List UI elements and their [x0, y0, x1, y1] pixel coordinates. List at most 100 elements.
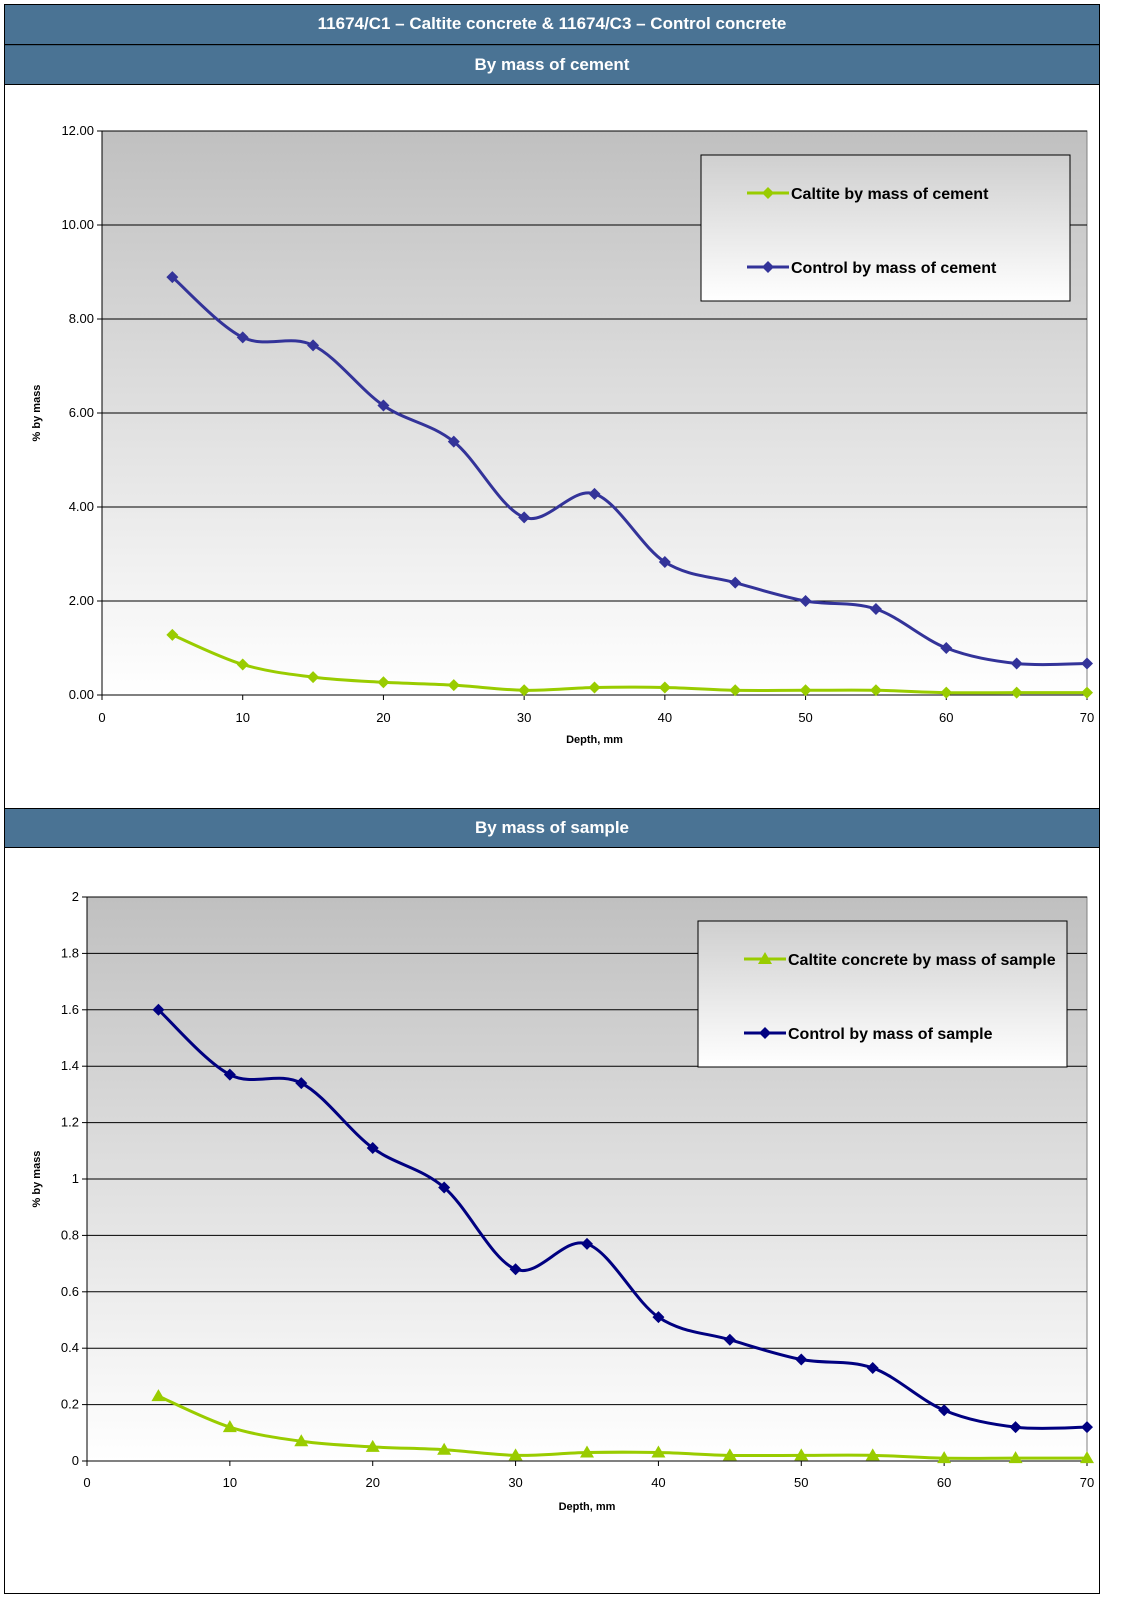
y-tick-label: 1.4 [61, 1058, 79, 1073]
data-point [799, 595, 812, 607]
legend-swatch-marker [758, 952, 772, 964]
y-axis-label: % by mass [31, 385, 43, 442]
x-axis-label: Depth, mm [566, 734, 623, 746]
x-tick-label: 20 [365, 1475, 379, 1490]
legend-swatch-marker [759, 1027, 771, 1039]
data-point [937, 1451, 952, 1464]
y-axis-label: % by mass [31, 1151, 43, 1208]
data-point [365, 1439, 380, 1452]
y-tick-label: 4.00 [69, 499, 94, 514]
data-point [795, 1353, 808, 1366]
x-tick-label: 0 [83, 1475, 90, 1490]
data-point [518, 511, 531, 524]
section-title-cement: By mass of cement [474, 55, 630, 74]
data-point [366, 1141, 379, 1154]
y-tick-label: 6.00 [69, 405, 94, 420]
data-point [1081, 657, 1093, 670]
y-tick-label: 0.4 [61, 1340, 79, 1355]
data-point [295, 1077, 308, 1090]
data-point [377, 399, 390, 412]
data-point [166, 628, 179, 641]
legend-label: Caltite concrete by mass of sample [788, 952, 1056, 969]
data-point [1010, 657, 1023, 670]
y-tick-label: 2 [72, 889, 79, 904]
y-tick-label: 0.8 [61, 1227, 79, 1242]
data-point [1010, 686, 1023, 699]
data-point [447, 679, 460, 692]
y-tick-label: 1.8 [61, 945, 79, 960]
x-tick-label: 30 [508, 1475, 522, 1490]
data-point [437, 1442, 452, 1455]
data-point [723, 1333, 736, 1346]
legend-label: Control by mass of cement [791, 260, 997, 277]
x-tick-label: 70 [1080, 1475, 1094, 1490]
x-tick-label: 30 [517, 710, 531, 725]
legend-box [697, 920, 1068, 1068]
y-tick-label: 1 [72, 1171, 79, 1186]
x-tick-label: 20 [376, 710, 390, 725]
data-point [222, 1420, 237, 1433]
data-point [658, 681, 671, 694]
data-point [307, 671, 320, 684]
y-tick-label: 1.2 [61, 1115, 79, 1130]
data-point [865, 1448, 880, 1461]
data-point [799, 684, 812, 697]
legend: Caltite concrete by mass of sample Contro… [697, 920, 1068, 1068]
data-point [307, 339, 320, 352]
data-point [794, 1448, 809, 1461]
data-point [152, 1003, 165, 1016]
legend-box [700, 154, 1071, 302]
legend-swatch-marker [762, 261, 774, 273]
x-tick-label: 50 [798, 710, 812, 725]
report-title-bar: 11674/C1 – Caltite concrete & 11674/C3 –… [5, 5, 1099, 45]
chart-by-mass-of-cement: 0.00 2.00 4.00 6.00 8.00 10.00 12.00 0 10 20 30 40 5… [31, 123, 1094, 746]
data-point [1009, 1421, 1022, 1434]
x-tick-label: 60 [939, 710, 953, 725]
data-point [518, 684, 531, 697]
data-point [729, 684, 742, 697]
data-point [869, 684, 882, 697]
y-tick-label: 12.00 [61, 123, 94, 138]
data-point [508, 1448, 523, 1461]
x-tick-label: 40 [658, 710, 672, 725]
data-point [236, 331, 249, 344]
x-tick-label: 10 [223, 1475, 237, 1490]
legend: Caltite by mass of cement Control by mass… [700, 154, 1071, 302]
y-tick-label: 0 [72, 1453, 79, 1468]
section-title-sample: By mass of sample [474, 818, 629, 837]
data-point [447, 435, 460, 448]
section-header-sample: By mass of sample [5, 808, 1099, 848]
data-point [940, 686, 953, 699]
x-tick-label: 50 [794, 1475, 808, 1490]
data-point [580, 1445, 594, 1458]
data-point [1081, 686, 1093, 699]
x-tick-label: 60 [937, 1475, 951, 1490]
x-tick-label: 0 [98, 710, 105, 725]
x-tick-label: 40 [651, 1475, 665, 1490]
data-point [940, 642, 953, 654]
series-caltite [151, 1389, 1094, 1464]
data-point [938, 1404, 951, 1417]
series-control [166, 271, 1093, 670]
y-tick-label: 0.00 [69, 687, 94, 702]
series-line [171, 633, 1087, 695]
legend-label: Caltite by mass of cement [791, 186, 989, 203]
chart-by-mass-of-sample: 00.20.40.60.811.21.41.61.820 10 20 30 40 50 60… [31, 889, 1094, 1513]
x-tick-label: 10 [235, 710, 249, 725]
y-tick-label: 0.6 [61, 1284, 79, 1299]
legend-swatch-marker [762, 187, 774, 199]
y-tick-label: 8.00 [69, 311, 94, 326]
y-tick-label: 10.00 [61, 217, 94, 232]
data-point [652, 1311, 665, 1324]
data-point [866, 1361, 879, 1374]
data-point [509, 1263, 522, 1276]
data-point [869, 602, 882, 615]
data-point [588, 487, 601, 500]
data-point [1008, 1451, 1023, 1464]
series-line [171, 276, 1088, 667]
x-tick-label: 70 [1080, 710, 1094, 725]
section-header-cement: By mass of cement [5, 45, 1099, 85]
data-point [377, 676, 390, 689]
x-axis-label: Depth, mm [559, 1501, 616, 1513]
